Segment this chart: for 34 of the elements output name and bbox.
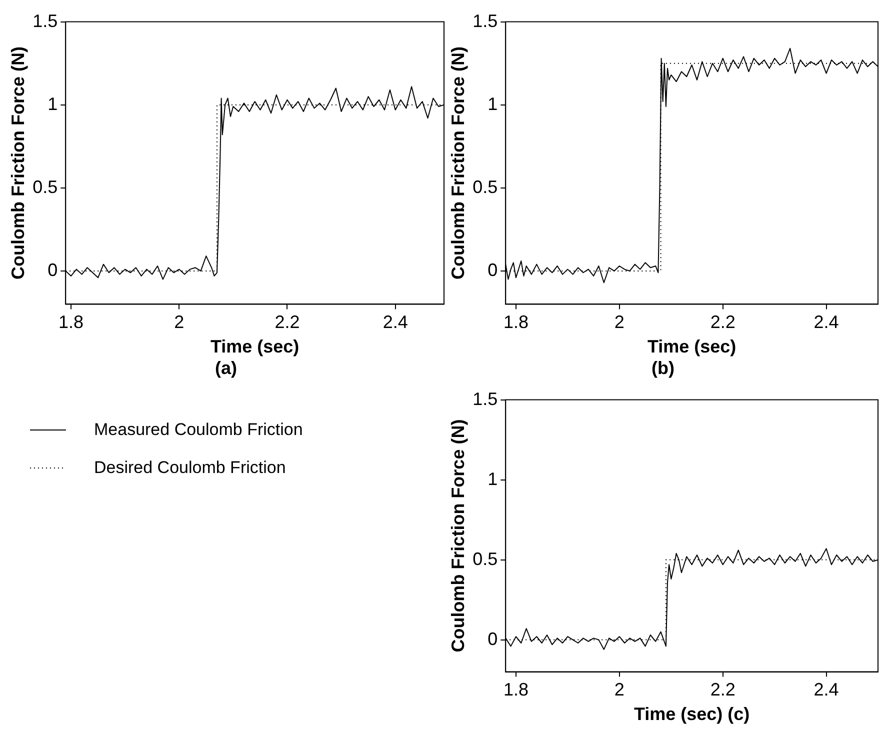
x-tick-label: 2 — [614, 312, 624, 332]
x-axis-title: Time (sec) — [210, 336, 300, 357]
x-tick-label: 2 — [174, 312, 184, 332]
y-tick-label: 1 — [488, 468, 498, 489]
y-tick-label: 0 — [488, 628, 498, 649]
x-tick-label: 2 — [614, 680, 624, 700]
legend-label: Measured Coulomb Friction — [94, 420, 303, 440]
y-tick-label: 0 — [48, 260, 58, 280]
x-axis-title: Time (sec) — [647, 336, 736, 357]
text: (a) — [215, 358, 238, 378]
x-tick-label: 2.4 — [814, 312, 839, 332]
y-tick-label: 1 — [48, 94, 58, 114]
text: (b) — [652, 358, 674, 378]
y-tick-label: 0.5 — [472, 548, 498, 569]
y-tick-label: 0.5 — [472, 176, 498, 197]
y-axis-title: Coulomb Friction Force (N) — [448, 46, 468, 280]
x-tick-label: 2.2 — [274, 312, 300, 332]
y-axis-title: Coulomb Friction Force (N) — [8, 46, 28, 280]
y-tick-label: 1.5 — [32, 10, 58, 31]
y-tick-label: 0 — [488, 260, 498, 280]
x-axis-title: Time (sec) (c) — [634, 704, 750, 724]
y-axis-title: Coulomb Friction Force (N) — [448, 419, 468, 652]
x-tick-label: 1.8 — [58, 312, 84, 332]
x-tick-label: 2.2 — [710, 680, 736, 700]
x-tick-label: 2.4 — [382, 312, 408, 332]
x-tick-label: 2.4 — [814, 680, 839, 700]
y-tick-label: 1.5 — [472, 10, 498, 31]
y-tick-label: 1.5 — [472, 388, 498, 409]
legend-label: Desired Coulomb Friction — [94, 458, 286, 478]
x-tick-label: 1.8 — [503, 312, 528, 332]
y-tick-label: 0.5 — [32, 176, 58, 197]
x-tick-label: 2.2 — [710, 312, 736, 332]
y-tick-label: 1 — [488, 94, 498, 114]
x-tick-label: 1.8 — [503, 680, 528, 700]
